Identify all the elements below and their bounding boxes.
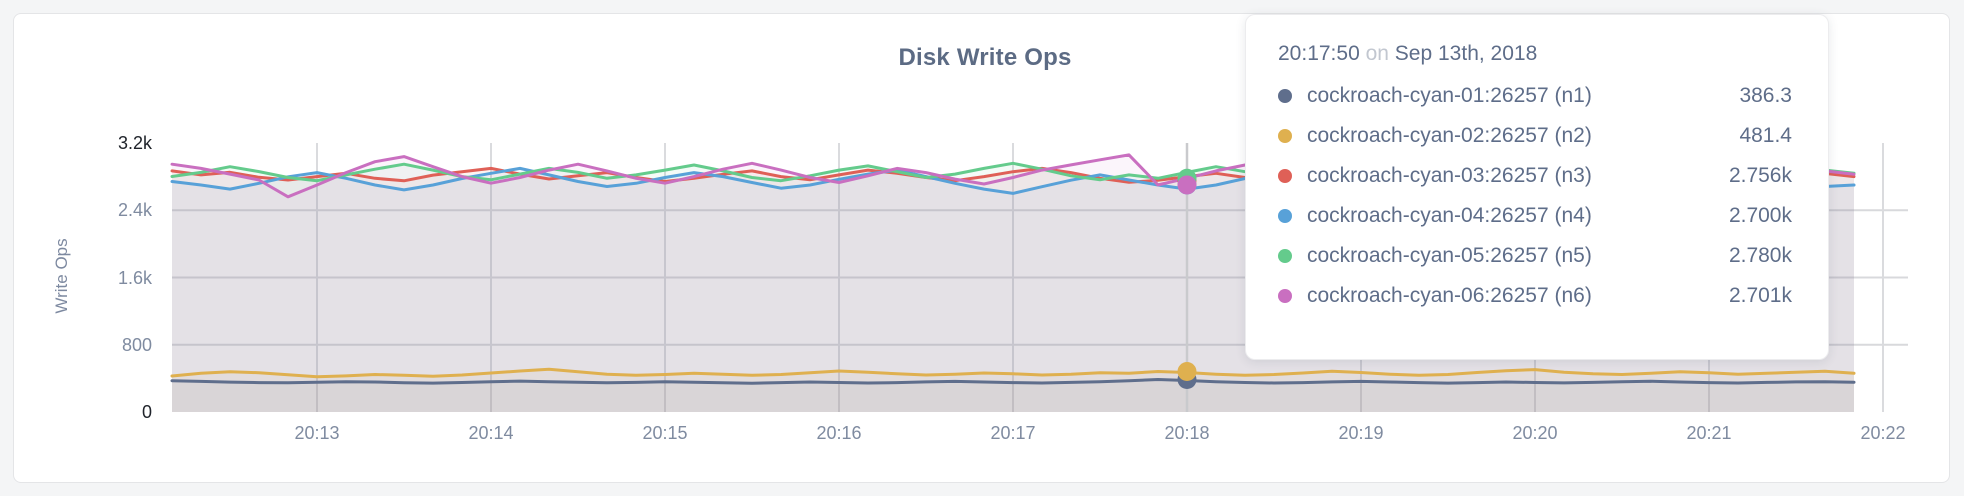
series-line [170, 378, 1856, 385]
series-color-dot-icon [1278, 89, 1292, 103]
series-value: 2.756k [1728, 164, 1792, 187]
hover-point [1177, 362, 1197, 382]
tooltip-on-word: on [1365, 42, 1389, 65]
series-value: 2.701k [1728, 284, 1792, 307]
series-value: 2.780k [1728, 244, 1792, 267]
series-area [172, 379, 1854, 412]
series-color-dot-icon [1278, 209, 1292, 223]
series-color-dot-icon [1278, 129, 1292, 143]
chart-title: Disk Write Ops [898, 44, 1072, 71]
series-area [172, 369, 1854, 412]
y-axis-title: Write Ops [52, 238, 71, 314]
tooltip-row: cockroach-cyan-03:26257 (n3) 2.756k [1278, 156, 1792, 196]
tooltip-row: cockroach-cyan-06:26257 (n6) 2.701k [1278, 276, 1792, 316]
tooltip-series-list: cockroach-cyan-01:26257 (n1) 386.3 cockroa… [1278, 76, 1792, 316]
tooltip-row: cockroach-cyan-04:26257 (n4) 2.700k [1278, 196, 1792, 236]
series-name: cockroach-cyan-03:26257 (n3) [1307, 164, 1592, 187]
series-value: 386.3 [1739, 84, 1792, 107]
hover-point [1177, 175, 1197, 195]
series-color-dot-icon [1278, 249, 1292, 263]
tooltip-time: 20:17:50 [1278, 42, 1360, 65]
series-name: cockroach-cyan-04:26257 (n4) [1307, 204, 1592, 227]
tooltip-row: cockroach-cyan-01:26257 (n1) 386.3 [1278, 76, 1792, 116]
series-name: cockroach-cyan-02:26257 (n2) [1307, 124, 1592, 147]
hover-tooltip: 20:17:50 on Sep 13th, 2018 cockroach-cya… [1245, 14, 1829, 360]
tooltip-header: 20:17:50 on Sep 13th, 2018 [1278, 42, 1792, 66]
tooltip-date: Sep 13th, 2018 [1394, 42, 1538, 65]
series-name: cockroach-cyan-05:26257 (n5) [1307, 244, 1592, 267]
tooltip-row: cockroach-cyan-05:26257 (n5) 2.780k [1278, 236, 1792, 276]
tooltip-row: cockroach-cyan-02:26257 (n2) 481.4 [1278, 116, 1792, 156]
series-color-dot-icon [1278, 169, 1292, 183]
series-line [170, 367, 1856, 379]
series-value: 481.4 [1739, 124, 1792, 147]
series-name: cockroach-cyan-01:26257 (n1) [1307, 84, 1592, 107]
series-value: 2.700k [1728, 204, 1792, 227]
hover-marker [1177, 143, 1197, 412]
series-color-dot-icon [1278, 289, 1292, 303]
series-name: cockroach-cyan-06:26257 (n6) [1307, 284, 1592, 307]
